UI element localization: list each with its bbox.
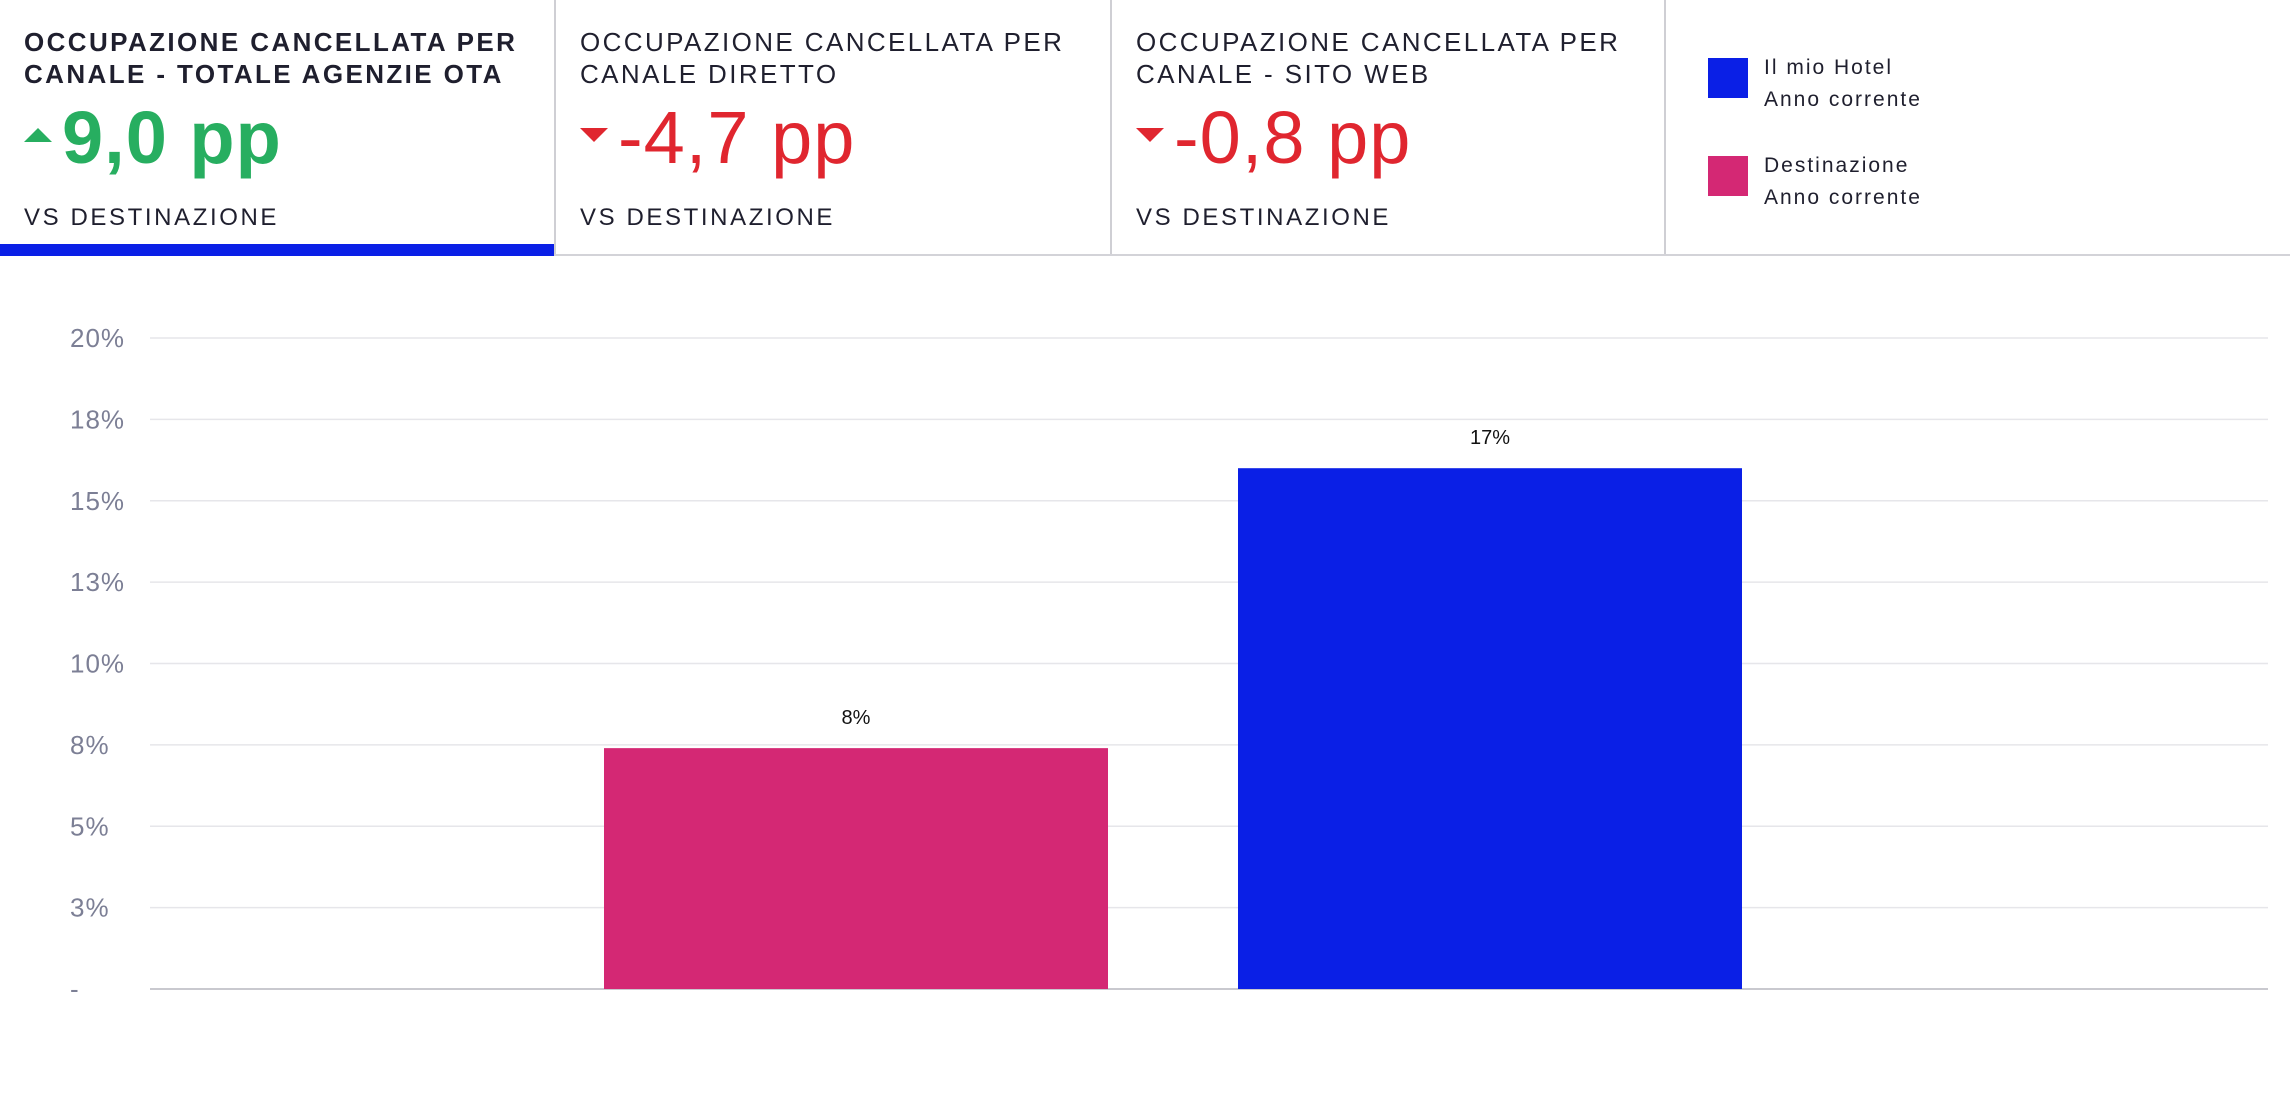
bar-1[interactable] <box>1238 468 1742 989</box>
y-tick-label: 15% <box>70 486 125 516</box>
y-tick-label: 13% <box>70 567 125 597</box>
y-tick-label: 5% <box>70 811 110 841</box>
bar-0[interactable] <box>604 748 1108 989</box>
kpi-value: 9,0 pp <box>24 98 530 178</box>
bar-chart: - 3% 5% 8% 10% 13% 15% 18% 20% 8% 17% <box>70 323 2268 1004</box>
kpi-value: -0,8 pp <box>1136 98 1640 178</box>
y-tick-label: 20% <box>70 323 125 353</box>
kpi-card-diretto[interactable]: OCCUPAZIONE CANCELLATA PER CANALE DIRETT… <box>554 0 1110 254</box>
arrow-down-icon <box>580 128 608 142</box>
bar-value-label: 8% <box>842 707 871 729</box>
y-axis: - 3% 5% 8% 10% 13% 15% 18% 20% <box>70 323 125 1004</box>
kpi-number: 9,0 pp <box>62 96 282 179</box>
kpi-title: OCCUPAZIONE CANCELLATA PER CANALE - TOTA… <box>24 27 518 89</box>
kpi-number: -4,7 pp <box>618 96 856 179</box>
kpi-subtitle: VS DESTINAZIONE <box>24 204 280 231</box>
kpi-subtitle: VS DESTINAZIONE <box>580 204 836 231</box>
legend-label: Destinazione <box>1764 154 1910 177</box>
kpi-number: -0,8 pp <box>1174 96 1412 179</box>
kpi-subtitle: VS DESTINAZIONE <box>1136 204 1392 231</box>
legend-sublabel: Anno corrente <box>1764 186 1922 209</box>
legend-item-hotel[interactable]: Il mio Hotel Anno corrente <box>1708 52 1922 116</box>
kpi-card-ota[interactable]: OCCUPAZIONE CANCELLATA PER CANALE - TOTA… <box>0 0 554 256</box>
chart-legend: Il mio Hotel Anno corrente Destinazione … <box>1664 0 2290 254</box>
legend-text: Destinazione Anno corrente <box>1764 150 1922 214</box>
kpi-title: OCCUPAZIONE CANCELLATA PER CANALE DIRETT… <box>580 27 1065 89</box>
legend-sublabel: Anno corrente <box>1764 88 1922 111</box>
kpi-value: -4,7 pp <box>580 98 1086 178</box>
legend-text: Il mio Hotel Anno corrente <box>1764 52 1922 116</box>
bar-value-label: 17% <box>1470 427 1510 449</box>
legend-item-destinazione[interactable]: Destinazione Anno corrente <box>1708 150 1922 214</box>
chart-grid <box>150 337 2268 990</box>
arrow-down-icon <box>1136 128 1164 142</box>
kpi-bar: OCCUPAZIONE CANCELLATA PER CANALE - TOTA… <box>0 0 2290 256</box>
y-tick-label: - <box>70 974 80 1004</box>
kpi-title: OCCUPAZIONE CANCELLATA PER CANALE - SITO… <box>1136 27 1621 89</box>
y-tick-label: 10% <box>70 649 125 679</box>
arrow-up-icon <box>24 128 52 142</box>
legend-swatch <box>1708 156 1748 196</box>
y-tick-label: 3% <box>70 893 110 923</box>
legend-swatch <box>1708 58 1748 98</box>
chart-bars <box>604 468 1742 989</box>
legend-label: Il mio Hotel <box>1764 56 1894 79</box>
y-tick-label: 8% <box>70 730 110 760</box>
data-labels: 8% 17% <box>842 427 1511 729</box>
kpi-card-sito-web[interactable]: OCCUPAZIONE CANCELLATA PER CANALE - SITO… <box>1110 0 1664 254</box>
y-tick-label: 18% <box>70 404 125 434</box>
